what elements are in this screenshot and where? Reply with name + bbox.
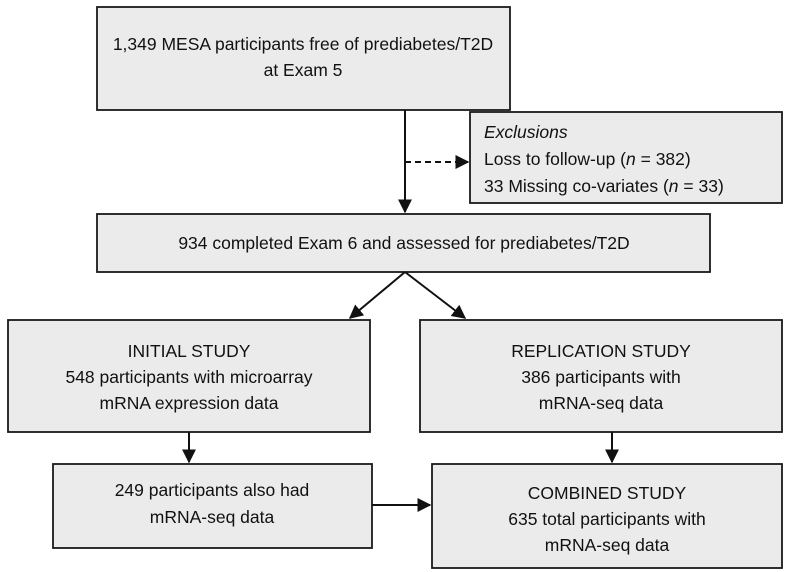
node-text: mRNA-seq data — [539, 393, 664, 413]
arrow — [404, 271, 467, 319]
text-segment: Exclusions — [484, 122, 568, 142]
node: 1,349 MESA participants free of prediabe… — [96, 6, 511, 111]
node-text: 934 completed Exam 6 and assessed for pr… — [178, 233, 629, 253]
node-text: mRNA expression data — [100, 393, 279, 413]
node: REPLICATION STUDY 386 participants with mR… — [419, 319, 783, 433]
arrows — [182, 110, 619, 512]
text-segment: 386 participants with — [521, 367, 681, 387]
text-segment: n — [669, 176, 679, 196]
text-segment: mRNA-seq data — [150, 507, 275, 527]
text-segment: mRNA expression data — [100, 393, 279, 413]
text-segment: n — [626, 149, 636, 169]
node: INITIAL STUDY 548 participants with micro… — [7, 319, 371, 433]
node-text: at Exam 5 — [264, 60, 343, 80]
text-segment: Loss to follow-up ( — [484, 149, 626, 169]
node-box — [419, 319, 783, 433]
text-segment: 33 Missing co-variates ( — [484, 176, 669, 196]
node-box — [52, 463, 373, 549]
node-text: Loss to follow-up (n = 382) — [484, 149, 691, 169]
node-text: 548 participants with microarray — [65, 367, 312, 387]
text-segment: 249 participants also had — [115, 480, 310, 500]
node: COMBINED STUDY 635 total participants wit… — [431, 463, 783, 569]
node-text: 33 Missing co-variates (n = 33) — [484, 176, 724, 196]
node-text: mRNA-seq data — [150, 507, 275, 527]
node-box — [431, 463, 783, 569]
arrow — [348, 271, 406, 319]
node-text: mRNA-seq data — [545, 535, 670, 555]
text-segment: REPLICATION STUDY — [511, 341, 691, 361]
text-segment: = 382) — [636, 149, 691, 169]
text-segment: 548 participants with microarray — [65, 367, 312, 387]
text-segment: at Exam 5 — [264, 60, 343, 80]
node-text: 249 participants also had — [115, 480, 310, 500]
node-box — [96, 6, 511, 111]
node: 249 participants also had mRNA-seq data — [52, 463, 373, 549]
node-text: 386 participants with — [521, 367, 681, 387]
node-text: 1,349 MESA participants free of prediabe… — [113, 34, 493, 54]
node-box — [7, 319, 371, 433]
text-segment: mRNA-seq data — [539, 393, 664, 413]
text-segment: mRNA-seq data — [545, 535, 670, 555]
node-text: 635 total participants with — [508, 509, 705, 529]
text-segment: = 33) — [679, 176, 724, 196]
text-segment: INITIAL STUDY — [128, 341, 251, 361]
node-box — [469, 111, 783, 204]
text-segment: 635 total participants with — [508, 509, 705, 529]
node-text: INITIAL STUDY — [128, 341, 251, 361]
text-segment: 934 completed Exam 6 and assessed for pr… — [178, 233, 629, 253]
node: 934 completed Exam 6 and assessed for pr… — [96, 213, 711, 273]
text-segment: 1,349 MESA participants free of prediabe… — [113, 34, 493, 54]
node-text: Exclusions — [484, 122, 568, 142]
node-text: REPLICATION STUDY — [511, 341, 691, 361]
node-box — [96, 213, 711, 273]
text-segment: COMBINED STUDY — [528, 483, 687, 503]
node-text: COMBINED STUDY — [528, 483, 687, 503]
